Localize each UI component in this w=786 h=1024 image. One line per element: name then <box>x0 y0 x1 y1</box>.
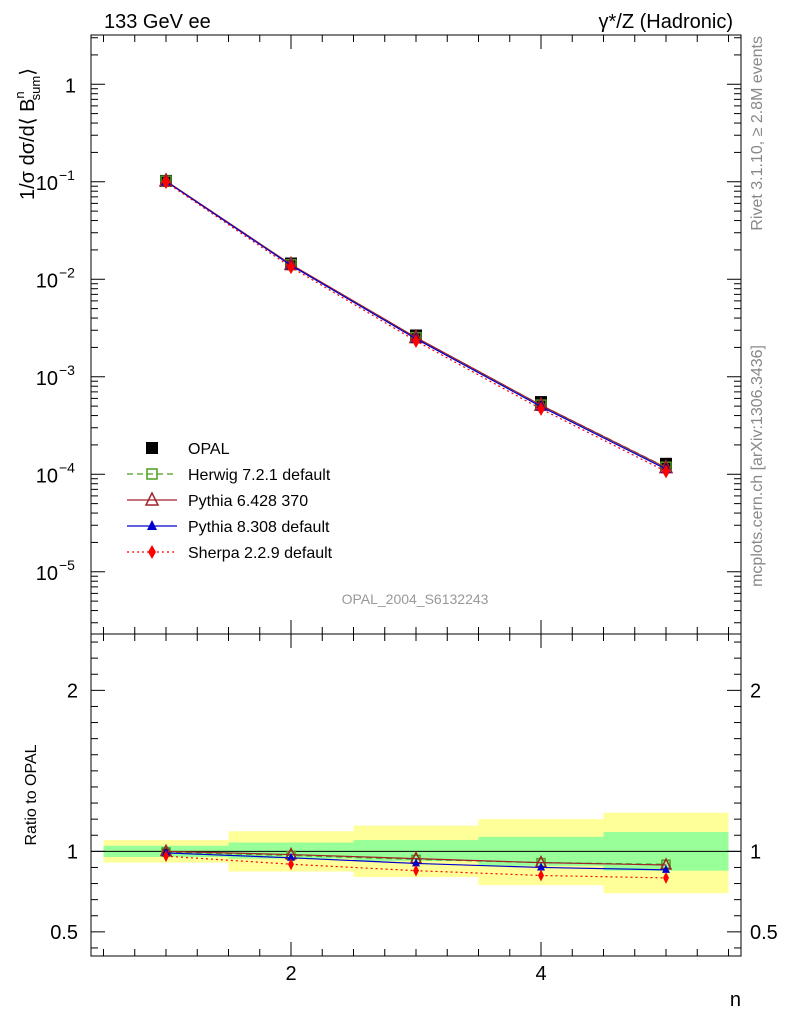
x-axis-label: n <box>730 989 741 1011</box>
y-tick-label: 10 <box>36 563 58 585</box>
ratio-y-axis-label: Ratio to OPAL <box>23 744 40 845</box>
y-tick-exponent: −4 <box>59 459 75 475</box>
data-point-sherpa <box>412 333 420 348</box>
y-axis-label-main: 1/σ dσ/d⟨ B <box>17 99 39 200</box>
data-point-sherpa <box>537 401 545 416</box>
legend-marker-pythia8 <box>147 520 157 530</box>
ratio-y-tick-label: 2 <box>67 680 78 702</box>
ratio-point-pythia8 <box>412 858 420 867</box>
y-tick-exponent: −3 <box>59 362 75 378</box>
x-tick-label: 2 <box>285 963 296 985</box>
y-tick-exponent: −5 <box>59 557 75 573</box>
y-tick-exponent: −1 <box>59 167 75 183</box>
watermark-label: OPAL_2004_S6132243 <box>342 591 489 607</box>
legend-label-pythia8: Pythia 8.308 default <box>188 519 330 536</box>
y-axis-label: 1/σ dσ/d⟨ Bnsum⟩ <box>12 68 43 200</box>
header-right-label: γ*/Z (Hadronic) <box>599 11 733 33</box>
y-tick-label: 10 <box>36 270 58 292</box>
series-line-pythia8 <box>165 180 667 470</box>
ratio-y-tick-label-right: 1 <box>750 841 761 863</box>
series-line-sherpa <box>165 181 667 472</box>
y-tick-label: 1 <box>65 75 76 97</box>
ratio-point-sherpa <box>288 858 294 871</box>
mcplots-label: mcplots.cern.ch [arXiv:1306.3436] <box>749 345 766 587</box>
legend-marker-pythia6 <box>144 491 160 506</box>
ratio-y-tick-label-right: 2 <box>750 680 761 702</box>
ratio-point-pythia8 <box>537 862 545 871</box>
main-panel: 110−110−210−310−410 −51/σ dσ/d⟨ Bnsum⟩ <box>12 34 742 635</box>
ratio-frame <box>90 633 742 957</box>
y-tick-label: 10 <box>36 465 58 487</box>
y-axis-label-sub: sum <box>28 76 43 101</box>
y-tick-label: 10 <box>36 173 58 195</box>
x-tick-label: 4 <box>535 963 546 985</box>
data-point-sherpa <box>287 260 295 275</box>
legend-marker-opal <box>146 442 158 454</box>
legend: OPAL Herwig 7.2.1 default Pythia 6.428 370… <box>127 441 333 562</box>
ratio-y-tick-label-right: 0.5 <box>750 922 778 944</box>
legend-label-pythia6: Pythia 6.428 370 <box>188 493 308 510</box>
ratio-point-sherpa <box>538 869 544 882</box>
rivet-label: Rivet 3.1.10, ≥ 2.8M events <box>749 36 766 231</box>
legend-label-herwig: Herwig 7.2.1 default <box>188 467 331 484</box>
y-axis-label-close: ⟩ <box>17 68 39 76</box>
ratio-point-pythia8 <box>287 852 295 861</box>
ratio-panel: 0.5 0.5 1 1 2 2 2 4 n Ratio to OPAL <box>23 633 778 1011</box>
header-left-label: 133 GeV ee <box>104 11 211 33</box>
legend-marker-sherpa <box>148 545 156 559</box>
ratio-point-sherpa <box>163 850 169 863</box>
data-point-sherpa <box>162 175 170 190</box>
ratio-point-sherpa <box>413 864 419 877</box>
y-axis-label-sup: n <box>12 91 27 98</box>
uncertainty-band-inner <box>353 840 479 862</box>
series-line-pythia6 <box>165 180 667 469</box>
data-point-sherpa <box>662 464 670 479</box>
ratio-y-tick-label: 0.5 <box>50 922 78 944</box>
legend-label-sherpa: Sherpa 2.2.9 default <box>188 545 333 562</box>
y-tick-exponent: −2 <box>59 264 75 280</box>
ratio-point-pythia8 <box>662 864 670 873</box>
ratio-point-sherpa <box>663 871 669 884</box>
legend-label-opal: OPAL <box>188 441 230 458</box>
series-line-herwig <box>165 180 667 468</box>
ratio-y-tick-label: 1 <box>67 841 78 863</box>
y-tick-label: 10 <box>36 368 58 390</box>
legend-marker-herwig <box>146 468 158 480</box>
